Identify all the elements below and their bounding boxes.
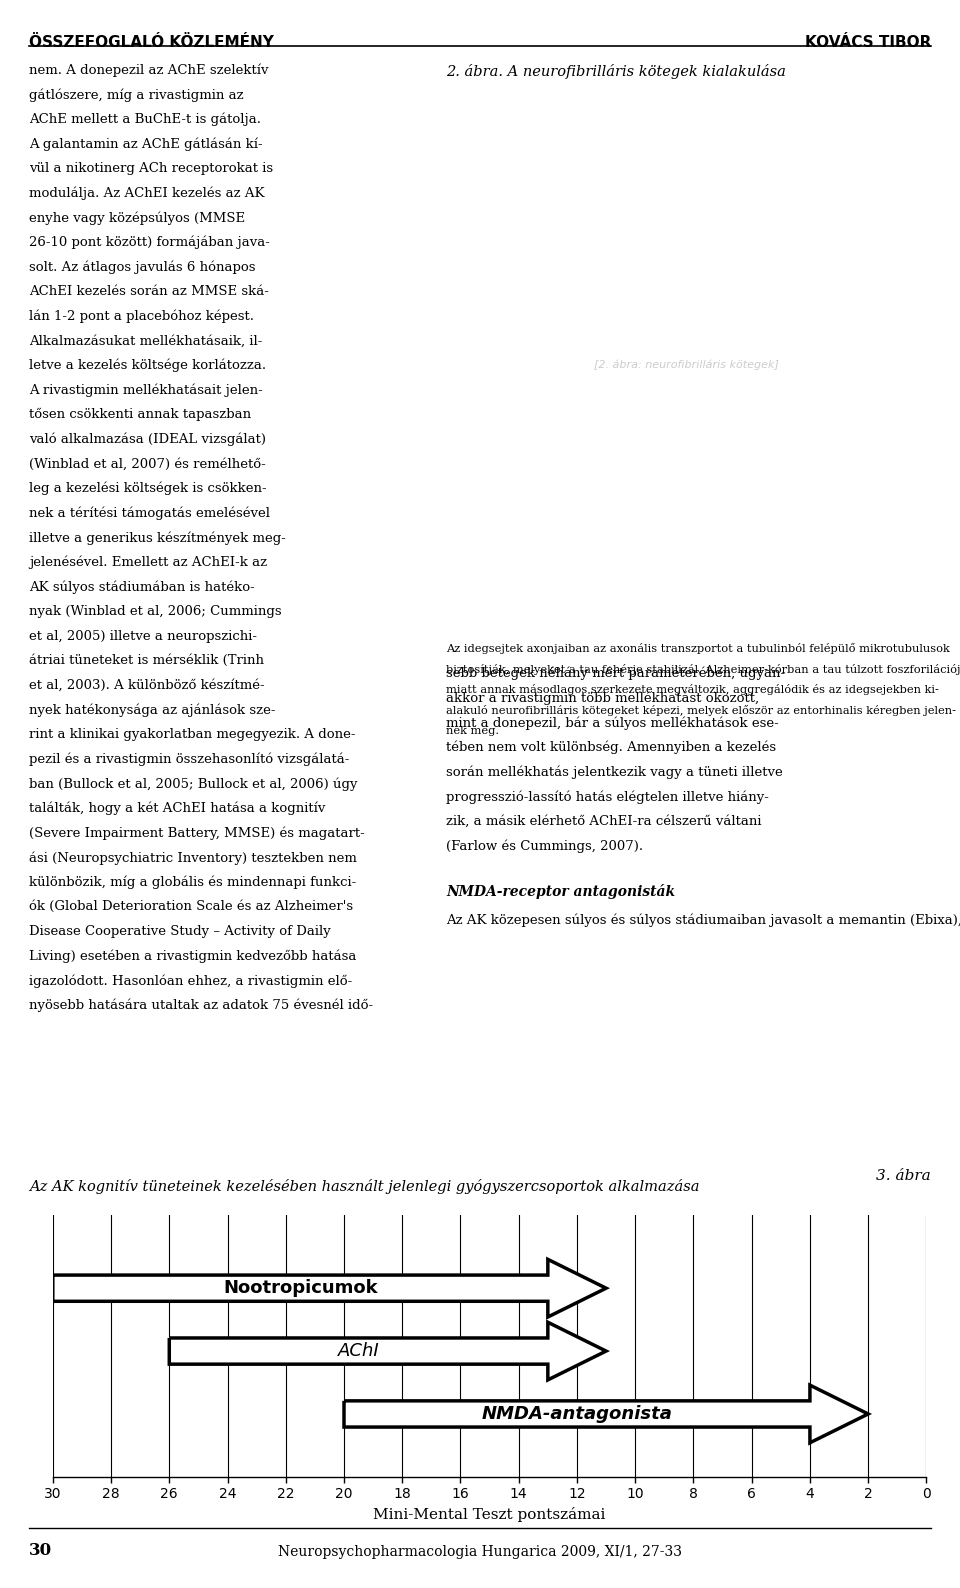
Text: modulálja. Az AChEI kezelés az AK: modulálja. Az AChEI kezelés az AK: [29, 187, 264, 200]
Text: (Severe Impairment Battery, MMSE) és magatart-: (Severe Impairment Battery, MMSE) és mag…: [29, 826, 365, 840]
Text: tősen csökkenti annak tapaszban: tősen csökkenti annak tapaszban: [29, 408, 251, 421]
Text: (Winblad et al, 2007) és remélhető-: (Winblad et al, 2007) és remélhető-: [29, 457, 266, 470]
Text: enyhe vagy középsúlyos (MMSE: enyhe vagy középsúlyos (MMSE: [29, 211, 245, 225]
Text: AK súlyos stádiumában is hatéko-: AK súlyos stádiumában is hatéko-: [29, 581, 254, 594]
Text: lán 1-2 pont a placebóhoz képest.: lán 1-2 pont a placebóhoz képest.: [29, 310, 253, 324]
Text: ók (Global Deterioration Scale és az Alzheimer's: ók (Global Deterioration Scale és az Alz…: [29, 900, 353, 913]
Text: biztosítják, melyeket a tau fehérje stabilizál. Alzheimer-kórban a tau túlzott f: biztosítják, melyeket a tau fehérje stab…: [446, 664, 960, 675]
Text: ÖSSZEFOGLALÓ KÖZLEMÉNY: ÖSSZEFOGLALÓ KÖZLEMÉNY: [29, 35, 274, 49]
Text: során mellékhatás jelentkezik vagy a tüneti illetve: során mellékhatás jelentkezik vagy a tün…: [446, 765, 783, 780]
Text: solt. Az átlagos javulás 6 hónapos: solt. Az átlagos javulás 6 hónapos: [29, 260, 255, 275]
Text: átriai tüneteket is mérséklik (Trinh: átriai tüneteket is mérséklik (Trinh: [29, 654, 264, 667]
Text: et al, 2003). A különböző készítmé-: et al, 2003). A különböző készítmé-: [29, 680, 264, 692]
Text: akkor a rivastigmin több mellékhatást okozott,: akkor a rivastigmin több mellékhatást ok…: [446, 692, 759, 705]
Text: letve a kezelés költsége korlátozza.: letve a kezelés költsége korlátozza.: [29, 359, 266, 373]
Text: (Farlow és Cummings, 2007).: (Farlow és Cummings, 2007).: [446, 838, 643, 853]
Text: alakuló neurofibrilláris kötegeket képezi, melyek először az entorhinalis kéregb: alakuló neurofibrilláris kötegeket képez…: [446, 705, 956, 716]
Text: Alkalmazásukat mellékhatásaik, il-: Alkalmazásukat mellékhatásaik, il-: [29, 335, 262, 348]
Text: nek meg.: nek meg.: [446, 726, 499, 735]
Text: A rivastigmin mellékhatásait jelen-: A rivastigmin mellékhatásait jelen-: [29, 384, 262, 397]
Text: mint a donepezil, bár a súlyos mellékhatások ese-: mint a donepezil, bár a súlyos mellékhat…: [446, 716, 780, 730]
X-axis label: Mini-Mental Teszt pontszámai: Mini-Mental Teszt pontszámai: [373, 1507, 606, 1521]
Text: nyek hatékonysága az ajánlások sze-: nyek hatékonysága az ajánlások sze-: [29, 703, 276, 718]
Text: miatt annak másodlagos szerkezete megváltozik, aggregálódik és az idegsejekben k: miatt annak másodlagos szerkezete megvál…: [446, 684, 939, 696]
Text: gátlószere, míg a rivastigmin az: gátlószere, míg a rivastigmin az: [29, 87, 244, 102]
Text: 3. ábra: 3. ábra: [876, 1169, 931, 1183]
Text: Az idegsejtek axonjaiban az axonális transzportot a tubulinból felépülő mikrotub: Az idegsejtek axonjaiban az axonális tra…: [446, 643, 950, 654]
Text: AChE mellett a BuChE-t is gátolja.: AChE mellett a BuChE-t is gátolja.: [29, 113, 261, 127]
Text: Az AK közepesen súlyos és súlyos stádiumaiban javasolt a memantin (Ebixa), mely : Az AK közepesen súlyos és súlyos stádium…: [446, 913, 960, 927]
Text: Nootropicumok: Nootropicumok: [223, 1280, 377, 1297]
Text: progresszió-lassító hatás elégtelen illetve hiány-: progresszió-lassító hatás elégtelen ille…: [446, 791, 769, 804]
Text: találták, hogy a két AChEI hatása a kognitív: találták, hogy a két AChEI hatása a kogn…: [29, 802, 325, 816]
Text: Disease Cooperative Study – Activity of Daily: Disease Cooperative Study – Activity of …: [29, 924, 330, 939]
Text: vül a nikotinerg ACh receptorokat is: vül a nikotinerg ACh receptorokat is: [29, 162, 273, 175]
Text: [2. ábra: neurofibrilláris kötegek]: [2. ábra: neurofibrilláris kötegek]: [594, 360, 779, 370]
Text: 30: 30: [29, 1542, 52, 1559]
Text: AChEI kezelés során az MMSE ská-: AChEI kezelés során az MMSE ská-: [29, 286, 269, 299]
Polygon shape: [344, 1385, 868, 1443]
Text: NMDA-antagonista: NMDA-antagonista: [482, 1405, 672, 1423]
Text: nyösebb hatására utaltak az adatok 75 évesnél idő-: nyösebb hatására utaltak az adatok 75 év…: [29, 999, 372, 1013]
Text: nyak (Winblad et al, 2006; Cummings: nyak (Winblad et al, 2006; Cummings: [29, 605, 281, 618]
Text: Neuropsychopharmacologia Hungarica 2009, XI/1, 27-33: Neuropsychopharmacologia Hungarica 2009,…: [278, 1545, 682, 1559]
Text: nek a térítési támogatás emelésével: nek a térítési támogatás emelésével: [29, 507, 270, 521]
Text: AChI: AChI: [338, 1342, 379, 1359]
Text: pezil és a rivastigmin összehasonlító vizsgálatá-: pezil és a rivastigmin összehasonlító vi…: [29, 753, 349, 767]
Text: tében nem volt különbség. Amennyiben a kezelés: tében nem volt különbség. Amennyiben a k…: [446, 740, 777, 754]
Text: való alkalmazása (IDEAL vizsgálat): való alkalmazása (IDEAL vizsgálat): [29, 434, 266, 446]
Text: ási (Neuropsychiatric Inventory) tesztekben nem: ási (Neuropsychiatric Inventory) tesztek…: [29, 851, 357, 865]
Text: NMDA-receptor antagonisták: NMDA-receptor antagonisták: [446, 883, 676, 899]
Text: illetve a generikus készítmények meg-: illetve a generikus készítmények meg-: [29, 530, 286, 545]
Text: jelenésével. Emellett az AChEI-k az: jelenésével. Emellett az AChEI-k az: [29, 556, 267, 570]
Text: Living) esetében a rivastigmin kedvezőbb hatása: Living) esetében a rivastigmin kedvezőbb…: [29, 950, 356, 964]
Text: 26-10 pont között) formájában java-: 26-10 pont között) formájában java-: [29, 237, 270, 249]
Text: leg a kezelési költségek is csökken-: leg a kezelési költségek is csökken-: [29, 483, 267, 495]
Text: KOVÁCS TIBOR: KOVÁCS TIBOR: [804, 35, 931, 49]
Text: Az AK kognitív tüneteinek kezelésében használt jelenlegi gyógyszercsoportok alka: Az AK kognitív tüneteinek kezelésében ha…: [29, 1180, 699, 1194]
Polygon shape: [53, 1259, 606, 1316]
Text: különbözik, míg a globális és mindennapi funkci-: különbözik, míg a globális és mindennapi…: [29, 877, 356, 889]
Text: nem. A donepezil az AChE szelektív: nem. A donepezil az AChE szelektív: [29, 64, 268, 78]
Text: rint a klinikai gyakorlatban megegyezik. A done-: rint a klinikai gyakorlatban megegyezik.…: [29, 727, 355, 742]
Text: et al, 2005) illetve a neuropszichi-: et al, 2005) illetve a neuropszichi-: [29, 630, 257, 643]
Text: 2. ábra. A neurofibrilláris kötegek kialakulása: 2. ábra. A neurofibrilláris kötegek kial…: [446, 64, 786, 78]
Text: zik, a másik elérhető AChEI-ra célszerű váltani: zik, a másik elérhető AChEI-ra célszerű …: [446, 815, 762, 827]
Text: igazolódott. Hasonlóan ehhez, a rivastigmin elő-: igazolódott. Hasonlóan ehhez, a rivastig…: [29, 975, 352, 988]
Text: sebb betegek néhány mért paraméterében, ugyan-: sebb betegek néhány mért paraméterében, …: [446, 667, 785, 681]
Polygon shape: [169, 1323, 606, 1380]
Text: ban (Bullock et al, 2005; Bullock et al, 2006) úgy: ban (Bullock et al, 2005; Bullock et al,…: [29, 778, 357, 791]
Text: A galantamin az AChE gátlásán kí-: A galantamin az AChE gátlásán kí-: [29, 138, 262, 151]
